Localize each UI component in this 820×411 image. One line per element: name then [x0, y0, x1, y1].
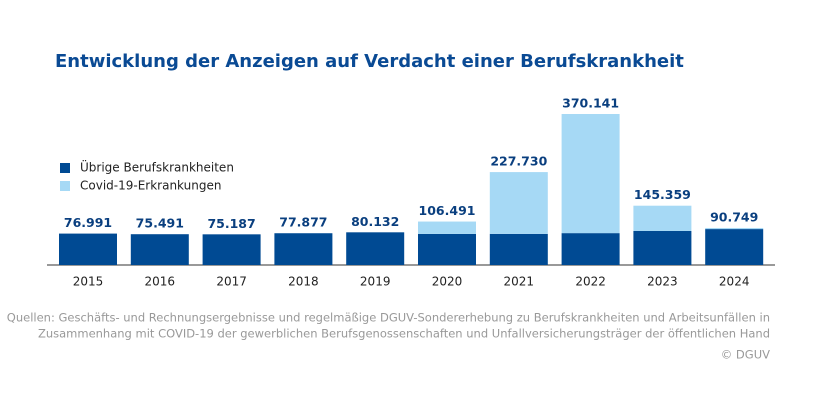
bar-segment: [489, 233, 548, 265]
total-label: 76.991: [64, 215, 112, 230]
bar-segment: [418, 233, 476, 265]
total-label: 90.749: [710, 209, 758, 224]
x-tick-label: 2021: [504, 275, 535, 289]
legend-swatch: [60, 181, 70, 191]
total-label: 106.491: [419, 203, 476, 218]
chart-title: Entwicklung der Anzeigen auf Verdacht ei…: [55, 51, 684, 72]
legend-label: Covid-19-Erkrankungen: [80, 179, 221, 193]
source-line: Quellen: Geschäfts- und Rechnungsergebni…: [7, 311, 770, 325]
total-label: 77.877: [279, 215, 327, 230]
x-tick-label: 2023: [647, 275, 678, 289]
bar-segment: [633, 230, 692, 265]
x-tick-label: 2024: [719, 275, 750, 289]
bar-segment: [561, 114, 620, 234]
bar-segment: [705, 227, 764, 230]
bar-segment: [274, 233, 333, 265]
x-tick-label: 2019: [360, 275, 391, 289]
bar-segment: [59, 233, 117, 265]
x-tick-label: 2020: [432, 275, 463, 289]
x-tick-label: 2016: [145, 275, 176, 289]
bar-segment: [705, 229, 764, 265]
copyright: © DGUV: [721, 348, 770, 362]
total-label: 370.141: [562, 96, 619, 111]
bar-segment: [202, 234, 261, 265]
total-label: 80.132: [351, 214, 399, 229]
source-line: Zusammenhang mit COVID-19 der gewerblich…: [38, 327, 770, 341]
total-label: 75.187: [207, 216, 255, 231]
total-label: 75.491: [136, 216, 184, 231]
legend-swatch: [60, 163, 70, 173]
x-tick-label: 2015: [73, 275, 104, 289]
bar-segment: [130, 234, 189, 265]
bar-segment: [633, 205, 692, 231]
x-tick-label: 2018: [288, 275, 319, 289]
bar-segment: [418, 221, 476, 234]
bar-segment: [489, 172, 548, 234]
bar-segment: [561, 233, 620, 265]
x-tick-label: 2022: [575, 275, 606, 289]
legend-label: Übrige Berufskrankheiten: [80, 159, 234, 175]
total-label: 227.730: [490, 154, 547, 169]
bar-segment: [346, 232, 405, 265]
x-tick-label: 2017: [216, 275, 247, 289]
total-label: 145.359: [634, 187, 691, 202]
